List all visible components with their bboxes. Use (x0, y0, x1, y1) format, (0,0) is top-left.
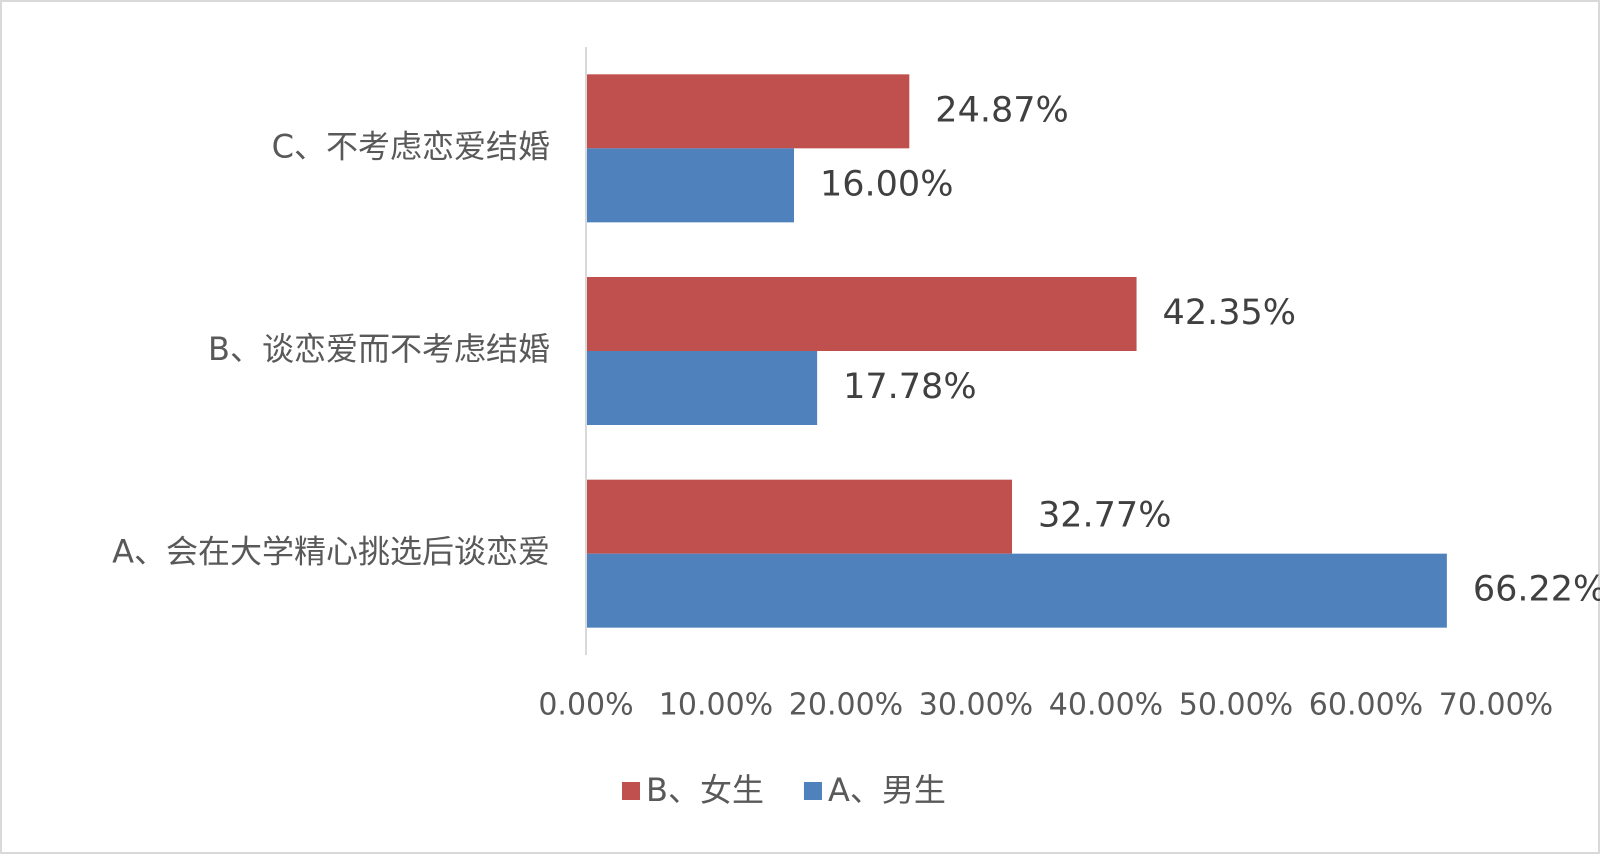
legend-label: B、女生 (646, 771, 764, 809)
value-label: 42.35% (1163, 293, 1296, 333)
value-label: 24.87% (935, 90, 1068, 130)
bar (586, 553, 1447, 628)
value-label: 16.00% (820, 164, 953, 204)
x-tick-label: 60.00% (1309, 688, 1423, 723)
x-tick-label: 30.00% (919, 688, 1033, 723)
x-tick-label: 20.00% (789, 688, 903, 723)
legend-swatch (803, 782, 822, 800)
y-tick-label: C、不考虑恋爱结婚 (272, 127, 550, 165)
x-tick-label: 70.00% (1439, 688, 1553, 723)
y-tick-label: B、谈恋爱而不考虑结婚 (208, 330, 550, 368)
bar (586, 277, 1137, 351)
x-tick-label: 0.00% (538, 688, 633, 723)
bar (586, 479, 1013, 554)
value-label: 66.22% (1473, 570, 1600, 610)
legend-swatch (622, 782, 640, 800)
legend-label: A、男生 (828, 771, 946, 809)
x-tick-label: 50.00% (1179, 688, 1293, 723)
bar (586, 351, 818, 425)
value-label: 32.77% (1038, 496, 1171, 536)
bar (586, 148, 794, 223)
y-tick-label: A、会在大学精心挑选后谈恋爱 (112, 533, 550, 571)
x-tick-label: 40.00% (1049, 688, 1163, 723)
x-tick-label: 10.00% (659, 688, 773, 723)
bar (586, 74, 910, 149)
value-label: 17.78% (843, 367, 976, 407)
